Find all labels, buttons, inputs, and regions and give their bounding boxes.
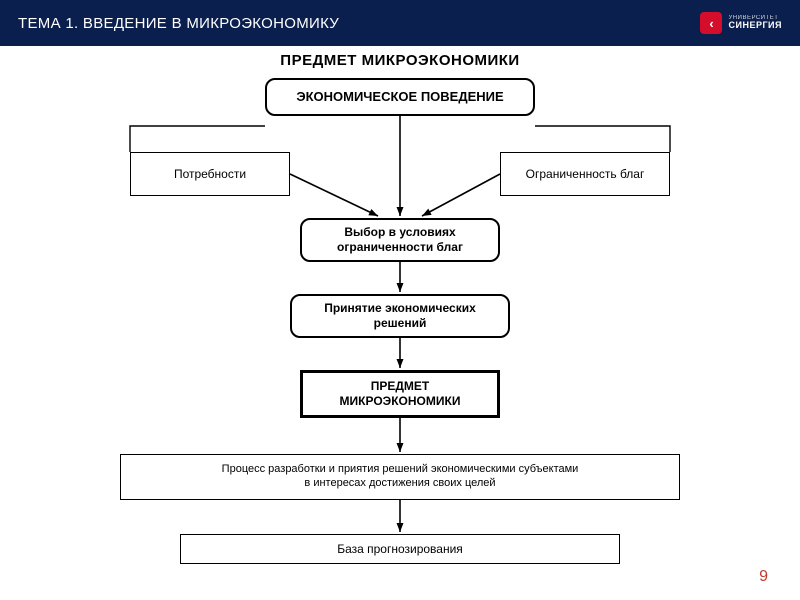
node-n4: Выбор в условиях ограниченности благ [300, 218, 500, 262]
node-n3: Ограниченность благ [500, 152, 670, 196]
logo-line2: СИНЕРГИЯ [728, 21, 782, 31]
logo-badge-icon: ‹ [700, 12, 722, 34]
node-n8: База прогнозирования [180, 534, 620, 564]
node-n2: Потребности [130, 152, 290, 196]
node-n5: Принятие экономических решений [290, 294, 510, 338]
diagram-canvas: ЭКОНОМИЧЕСКОЕ ПОВЕДЕНИЕ Потребности Ограни… [0, 66, 800, 600]
logo-text: УНИВЕРСИТЕТ СИНЕРГИЯ [728, 15, 782, 31]
logo: ‹ УНИВЕРСИТЕТ СИНЕРГИЯ [700, 12, 782, 34]
node-n6: ПРЕДМЕТ МИКРОЭКОНОМИКИ [300, 370, 500, 418]
slide-header: ТЕМА 1. ВВЕДЕНИЕ В МИКРОЭКОНОМИКУ ‹ УНИВ… [0, 0, 800, 46]
page-number: 9 [759, 568, 768, 586]
node-n7: Процесс разработки и приятия решений эко… [120, 454, 680, 500]
node-n1: ЭКОНОМИЧЕСКОЕ ПОВЕДЕНИЕ [265, 78, 535, 116]
logo-line1: УНИВЕРСИТЕТ [728, 15, 782, 22]
slide-title: ТЕМА 1. ВВЕДЕНИЕ В МИКРОЭКОНОМИКУ [18, 15, 339, 32]
